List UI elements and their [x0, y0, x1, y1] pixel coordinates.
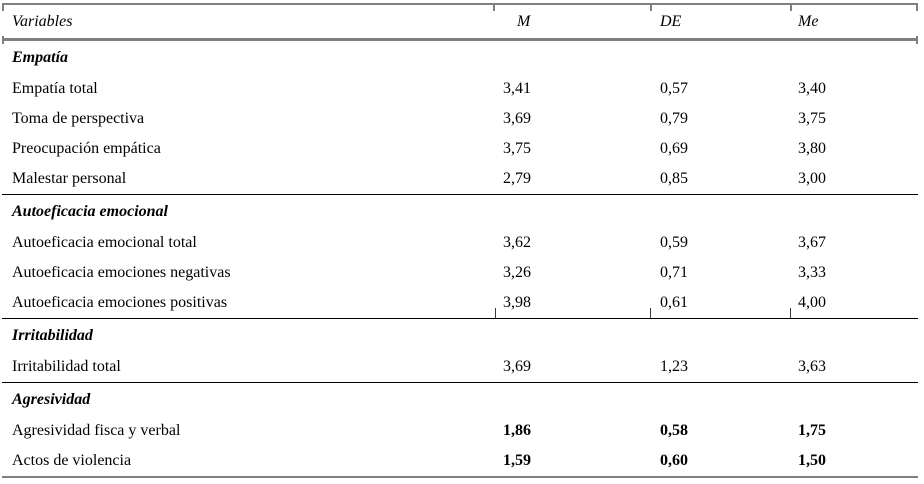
table-row: Irritabilidad total 3,69 1,23 3,63 [2, 352, 918, 383]
column-boundary-tick [790, 3, 792, 11]
table-row: Preocupación empática 3,75 0,69 3,80 [2, 134, 918, 164]
table-row: Autoeficacia emociones negativas 3,26 0,71… [2, 258, 918, 288]
column-boundary-tick [650, 308, 651, 318]
variable-label: Irritabilidad total [12, 358, 121, 375]
column-header-m: M [493, 3, 650, 41]
table-row: Malestar personal 2,79 0,85 3,00 [2, 164, 918, 195]
section-label: Autoeficacia emocional [2, 194, 918, 228]
variable-label: Preocupación empática [12, 140, 161, 157]
column-header-variables: Variables [2, 3, 493, 41]
value-cell-de: 0,61 [660, 294, 688, 311]
value-cell-m: 2,79 [503, 170, 531, 187]
table-edge-tick [916, 3, 918, 11]
column-boundary-tick [650, 3, 652, 11]
table-row: Toma de perspectiva 3,69 0,79 3,75 [2, 104, 918, 134]
value-cell-de: 1,23 [660, 358, 688, 375]
section-label: Empatía [12, 48, 69, 66]
section-header-row: Autoeficacia emocional [2, 194, 918, 228]
value-cell-me: 3,63 [798, 358, 826, 375]
section-header-row: Empatía [2, 40, 918, 75]
value-cell-me: 3,33 [798, 264, 826, 281]
section-header-row: Irritabilidad [2, 318, 918, 352]
value-cell-de: 0,57 [660, 80, 688, 97]
section-header-row: Agresividad [2, 382, 918, 416]
section-label: Irritabilidad [2, 318, 918, 352]
table-edge-tick [2, 36, 4, 44]
variable-label: Empatía total [12, 80, 98, 97]
section-label: Agresividad [2, 382, 918, 416]
value-cell-de: 0,79 [660, 110, 688, 127]
value-cell-m: 3,26 [503, 264, 531, 281]
value-cell-m: 1,86 [503, 422, 531, 439]
value-cell-de: 0,85 [660, 170, 688, 187]
value-cell-m: 3,98 [503, 294, 531, 311]
table-row: Actos de violencia 1,59 0,60 1,50 [2, 446, 918, 478]
table-row: Autoeficacia emocional total 3,62 0,59 3,67 [2, 228, 918, 258]
value-cell-m: 3,75 [503, 140, 531, 157]
value-cell-me: 3,00 [798, 170, 826, 187]
value-cell-me: 4,00 [798, 294, 826, 311]
column-boundary-tick [493, 3, 495, 11]
descriptive-statistics-table: Variables M DE Me Empatía Empatía total 3,… [2, 3, 918, 478]
value-cell-de: 0,60 [650, 446, 790, 478]
table-row: Agresividad fisca y verbal 1,86 0,58 1,75 [2, 416, 918, 446]
value-cell-me: 1,50 [790, 446, 918, 478]
variable-label: Agresividad fisca y verbal [12, 422, 181, 439]
variable-label: Actos de violencia [2, 446, 493, 478]
column-header-de: DE [650, 3, 790, 41]
value-cell-me: 1,75 [798, 422, 826, 439]
table-row: Empatía total 3,41 0,57 3,40 [2, 74, 918, 104]
table-edge-tick [2, 3, 4, 11]
value-cell-m: 3,69 [503, 110, 531, 127]
value-cell-m: 1,59 [493, 446, 650, 478]
variable-label: Autoeficacia emociones positivas [12, 294, 228, 311]
variable-label: Autoeficacia emociones negativas [12, 264, 231, 281]
table-row: Autoeficacia emociones positivas 3,98 0,61… [2, 288, 918, 319]
value-cell-me: 3,75 [798, 110, 826, 127]
value-cell-me: 3,40 [798, 80, 826, 97]
value-cell-m: 3,62 [503, 234, 531, 251]
variable-label: Autoeficacia emocional total [12, 234, 197, 251]
value-cell-me: 3,80 [798, 140, 826, 157]
variable-label: Toma de perspectiva [12, 110, 145, 127]
table-header-row: Variables M DE Me [2, 3, 918, 41]
column-header-me: Me [790, 3, 918, 41]
value-cell-de: 0,59 [660, 234, 688, 251]
value-cell-de: 0,58 [660, 422, 688, 439]
variable-label: Malestar personal [12, 170, 127, 187]
value-cell-me: 3,67 [798, 234, 826, 251]
column-boundary-tick [790, 308, 791, 318]
value-cell-m: 3,69 [503, 358, 531, 375]
value-cell-m: 3,41 [503, 80, 531, 97]
value-cell-de: 0,71 [660, 264, 688, 281]
value-cell-de: 0,69 [660, 140, 688, 157]
table-edge-tick [916, 36, 918, 44]
column-boundary-tick [495, 308, 496, 318]
